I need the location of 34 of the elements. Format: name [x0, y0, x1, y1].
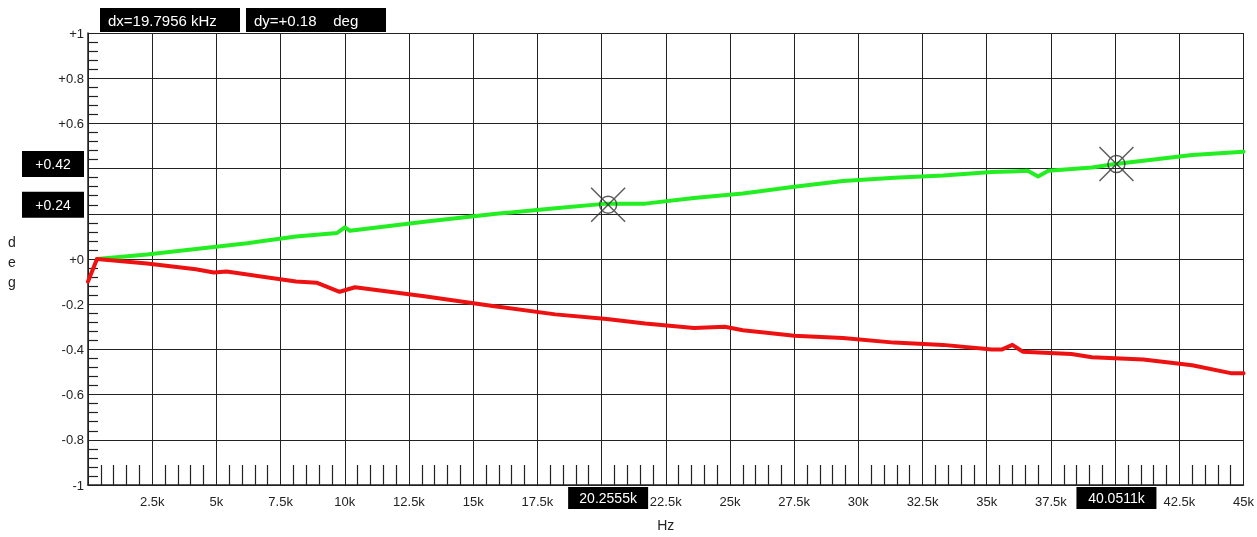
x-tick-label: 12.5k — [393, 494, 426, 509]
y-tick-label: -0.4 — [61, 341, 84, 357]
y-tick-label: -0.2 — [61, 296, 84, 312]
x-tick-label: 2.5k — [139, 494, 165, 509]
line-series — [86, 257, 1246, 376]
x-tick-label: 15k — [462, 494, 485, 509]
y-tick-label: -0.8 — [61, 432, 84, 448]
x-tick-label: 32.5k — [906, 494, 939, 509]
x-tick-label: 30k — [847, 494, 870, 509]
text: 20.2555k — [579, 490, 638, 506]
x-tick-label: 5k — [209, 494, 224, 509]
y-tick-label: -0.6 — [61, 387, 84, 403]
x-tick-label: 22.5k — [649, 494, 683, 509]
y-tick-label: +0.6 — [58, 115, 84, 131]
y-axis-title: deg — [8, 234, 16, 290]
text: dx=19.7956 kHz — [108, 12, 217, 29]
x-tick-label: 35k — [976, 494, 998, 509]
text: +0.42 — [35, 156, 71, 173]
y-tick-label: +0 — [69, 251, 84, 267]
y-tick-label: -1 — [72, 477, 84, 493]
x-axis-title: Hz — [657, 517, 675, 533]
y-tick-label: +0.8 — [58, 70, 84, 86]
text: +0.24 — [35, 196, 71, 213]
x-tick-label: 37.5k — [1035, 494, 1068, 509]
x-tick-label: 27.5k — [778, 494, 811, 509]
y-tick-label: +1 — [69, 25, 84, 41]
text: 40.0511k — [1088, 490, 1146, 506]
text: dy=+0.18 deg — [254, 12, 359, 29]
x-tick-label: 17.5k — [521, 494, 554, 509]
x-tick-label: 42.5k — [1163, 494, 1196, 509]
x-tick-label: 7.5k — [268, 494, 294, 509]
x-tick-label: 25k — [719, 494, 741, 509]
x-tick-label: 10k — [334, 494, 356, 509]
x-tick-label: 45k — [1233, 494, 1255, 509]
